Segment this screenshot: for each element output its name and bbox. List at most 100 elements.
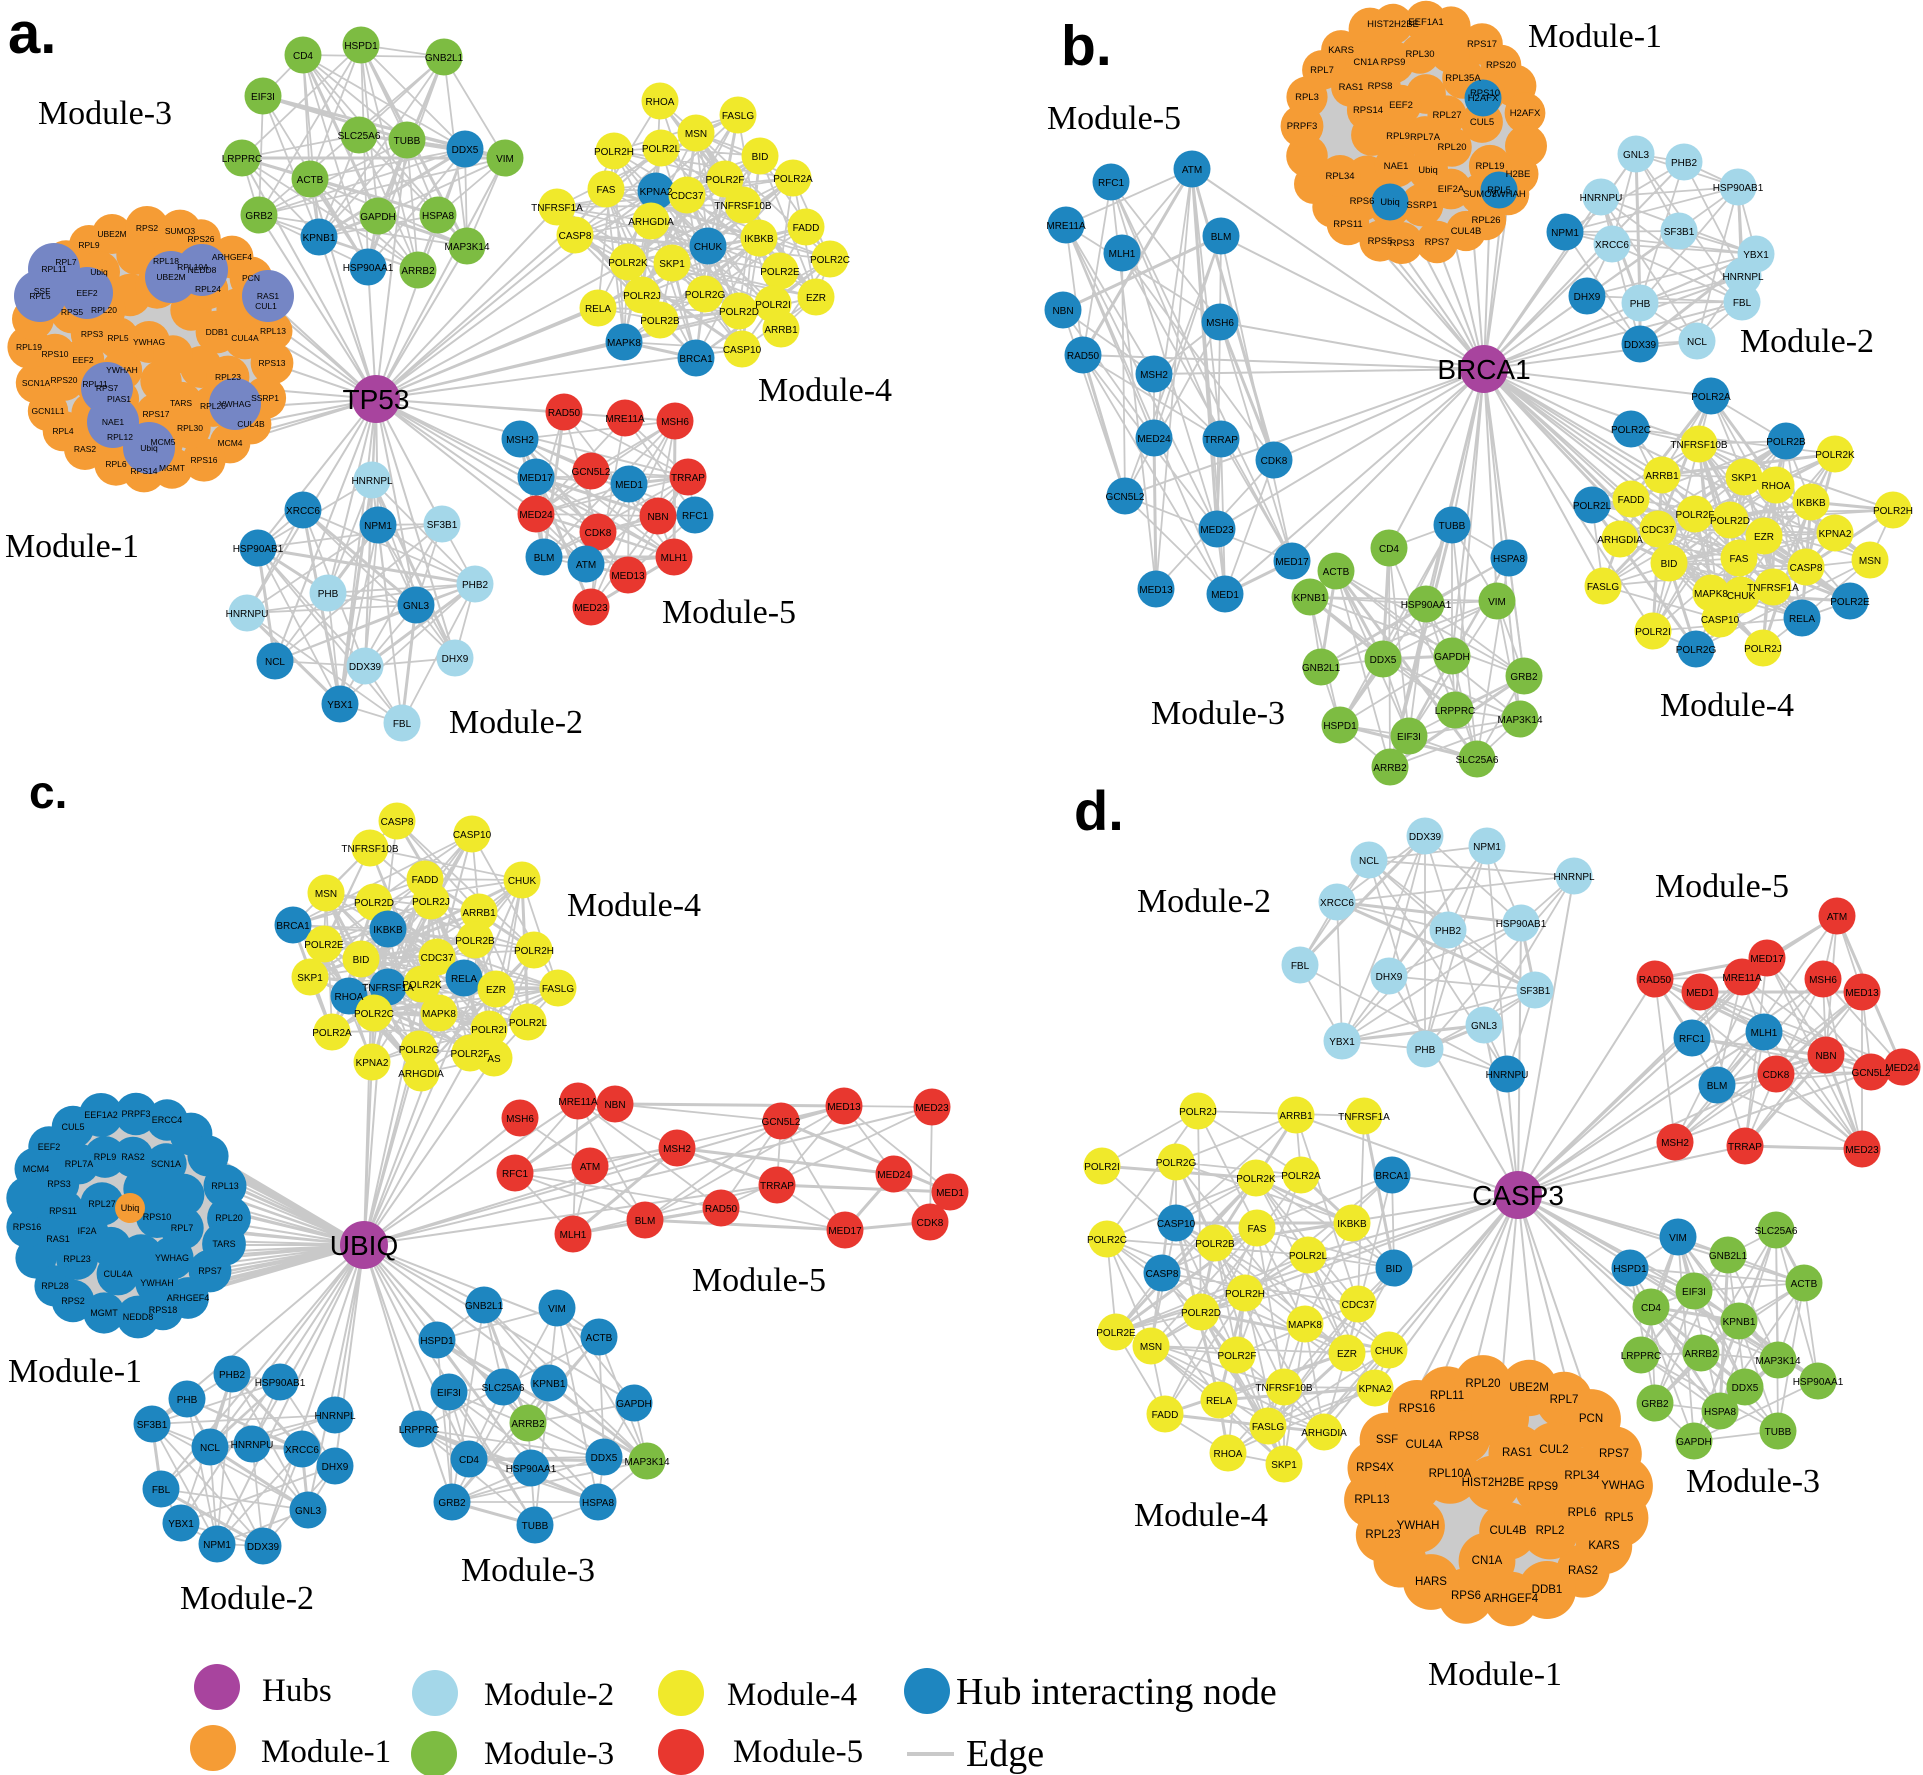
- svg-text:RPS7: RPS7: [96, 383, 118, 393]
- svg-text:KPNB1: KPNB1: [1723, 1317, 1756, 1328]
- svg-text:GNB2L1: GNB2L1: [465, 1301, 504, 1312]
- svg-text:RPL7A: RPL7A: [1410, 132, 1441, 143]
- svg-text:POLR2A: POLR2A: [1281, 1171, 1321, 1182]
- svg-text:KARS: KARS: [1588, 1540, 1620, 1552]
- svg-text:EZR: EZR: [1337, 1349, 1357, 1360]
- svg-text:MLH1: MLH1: [661, 553, 688, 564]
- svg-text:XRCC6: XRCC6: [1595, 240, 1629, 251]
- svg-text:RPL23: RPL23: [63, 1254, 91, 1264]
- svg-text:ARRB1: ARRB1: [1279, 1111, 1313, 1122]
- svg-text:ERCC4: ERCC4: [152, 1115, 183, 1125]
- svg-text:CASP8: CASP8: [559, 231, 592, 242]
- svg-text:MED13: MED13: [611, 571, 645, 582]
- svg-text:MED1: MED1: [1686, 988, 1714, 999]
- svg-text:POLR2A: POLR2A: [1691, 392, 1731, 403]
- svg-text:HSP90AB1: HSP90AB1: [255, 1378, 306, 1389]
- svg-text:CUL1: CUL1: [255, 301, 277, 311]
- svg-text:FADD: FADD: [412, 875, 439, 886]
- svg-text:POLR2A: POLR2A: [773, 174, 813, 185]
- svg-text:ARHGDIA: ARHGDIA: [1301, 1428, 1347, 1439]
- svg-text:RFC1: RFC1: [1098, 178, 1125, 189]
- svg-text:POLR2B: POLR2B: [455, 936, 495, 947]
- svg-text:PHB: PHB: [1415, 1045, 1436, 1056]
- svg-text:RHOA: RHOA: [646, 97, 675, 108]
- svg-text:CD4: CD4: [459, 1455, 479, 1466]
- svg-text:RPL34: RPL34: [1325, 171, 1354, 182]
- svg-text:PRPF3: PRPF3: [121, 1109, 150, 1119]
- svg-text:CN1A: CN1A: [1472, 1555, 1503, 1567]
- svg-text:NAE1: NAE1: [1384, 161, 1409, 172]
- svg-text:MED1: MED1: [936, 1188, 964, 1199]
- svg-text:RPL18: RPL18: [153, 256, 179, 266]
- svg-text:HSP90AA1: HSP90AA1: [343, 263, 394, 274]
- svg-text:KPNB1: KPNB1: [303, 233, 336, 244]
- svg-text:SUMO3: SUMO3: [165, 226, 196, 236]
- svg-text:Module-3: Module-3: [461, 1552, 595, 1589]
- svg-text:GCN5L2: GCN5L2: [572, 467, 611, 478]
- svg-text:MSH6: MSH6: [1809, 975, 1837, 986]
- svg-text:ARRB2: ARRB2: [1373, 763, 1407, 774]
- svg-text:HNRNPU: HNRNPU: [1580, 193, 1623, 204]
- svg-text:NAE1: NAE1: [102, 417, 124, 427]
- svg-text:RPS2: RPS2: [136, 223, 158, 233]
- svg-text:NCL: NCL: [200, 1443, 220, 1454]
- svg-text:BRCA1: BRCA1: [276, 921, 310, 932]
- svg-text:YBX1: YBX1: [168, 1519, 194, 1530]
- svg-text:BID: BID: [752, 152, 769, 163]
- svg-text:SSF: SSF: [34, 286, 51, 296]
- svg-text:NBN: NBN: [604, 1100, 625, 1111]
- svg-text:TUBB: TUBB: [394, 136, 421, 147]
- svg-text:NBN: NBN: [1815, 1051, 1836, 1062]
- svg-text:RPL9: RPL9: [1386, 131, 1410, 142]
- svg-text:YBX1: YBX1: [1743, 250, 1769, 261]
- svg-text:MED23: MED23: [1845, 1145, 1879, 1156]
- svg-text:POLR2F: POLR2F: [706, 175, 745, 186]
- svg-text:NEDD8: NEDD8: [188, 265, 217, 275]
- svg-text:ARHGDIA: ARHGDIA: [1597, 535, 1643, 546]
- svg-text:POLR2F: POLR2F: [451, 1049, 490, 1060]
- svg-text:Ubiq: Ubiq: [1380, 197, 1400, 208]
- svg-text:PHB2: PHB2: [1671, 158, 1698, 169]
- svg-text:NPM1: NPM1: [364, 521, 392, 532]
- svg-text:NCL: NCL: [1687, 337, 1707, 348]
- svg-text:Module-1: Module-1: [261, 1734, 391, 1770]
- svg-text:NPM1: NPM1: [1551, 228, 1579, 239]
- svg-text:POLR2J: POLR2J: [1179, 1107, 1217, 1118]
- svg-text:MED23: MED23: [915, 1103, 949, 1114]
- svg-text:CDK8: CDK8: [917, 1218, 944, 1229]
- svg-text:MRE11A: MRE11A: [1046, 221, 1086, 232]
- svg-text:MSH2: MSH2: [663, 1144, 691, 1155]
- svg-text:POLR2G: POLR2G: [1676, 645, 1717, 656]
- svg-text:ARRB2: ARRB2: [1684, 1349, 1718, 1360]
- svg-text:RPS6: RPS6: [1350, 196, 1375, 207]
- svg-text:POLR2K: POLR2K: [1815, 450, 1855, 461]
- svg-text:CUL5: CUL5: [61, 1122, 84, 1132]
- svg-text:RPS26: RPS26: [188, 234, 215, 244]
- svg-text:HIST2H2BE: HIST2H2BE: [1367, 19, 1419, 30]
- svg-text:HSP90AB1: HSP90AB1: [1496, 919, 1547, 930]
- svg-text:FBL: FBL: [152, 1485, 171, 1496]
- svg-text:HSP90AA1: HSP90AA1: [1793, 1377, 1844, 1388]
- svg-text:MED13: MED13: [827, 1102, 861, 1113]
- svg-text:RPS9: RPS9: [1528, 1481, 1558, 1493]
- svg-text:TARS: TARS: [212, 1239, 235, 1249]
- svg-text:AS: AS: [487, 1054, 501, 1065]
- svg-text:XRCC6: XRCC6: [1320, 898, 1354, 909]
- svg-text:IKBKB: IKBKB: [744, 234, 774, 245]
- svg-text:POLR2K: POLR2K: [1236, 1174, 1276, 1185]
- svg-text:VIM: VIM: [1669, 1233, 1687, 1244]
- svg-text:YWHAH: YWHAH: [140, 1278, 174, 1288]
- svg-text:TRRAP: TRRAP: [760, 1181, 794, 1192]
- svg-text:HSP90AB1: HSP90AB1: [1713, 183, 1764, 194]
- svg-text:RPS11: RPS11: [49, 1206, 77, 1216]
- svg-text:IKBKB: IKBKB: [373, 925, 403, 936]
- svg-text:POLR2C: POLR2C: [1087, 1235, 1127, 1246]
- svg-text:RPL24: RPL24: [195, 284, 221, 294]
- svg-text:RPL12: RPL12: [107, 432, 133, 442]
- svg-text:MAPK8: MAPK8: [1288, 1320, 1322, 1331]
- svg-text:HARS: HARS: [1415, 1576, 1447, 1588]
- svg-text:RPS10: RPS10: [143, 1212, 172, 1222]
- svg-text:RAS2: RAS2: [121, 1152, 145, 1162]
- svg-text:MAP3K14: MAP3K14: [624, 1457, 669, 1468]
- svg-text:MSH6: MSH6: [1206, 318, 1234, 329]
